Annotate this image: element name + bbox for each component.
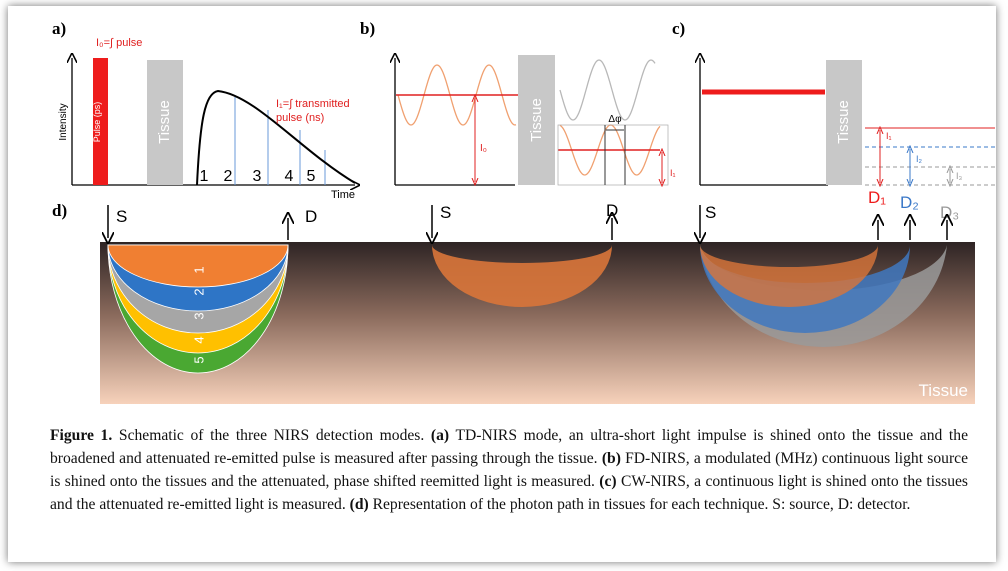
panel-label: b) [360, 19, 375, 38]
tissue-label: Tissue [528, 98, 545, 142]
panel-d: d) Tissue 1 2 3 4 5 S D S D S [52, 201, 975, 404]
axis-label: Time [331, 189, 355, 201]
wave [560, 60, 655, 120]
detector-label: D₃ [940, 203, 959, 222]
bar-label: Pulse (ps) [92, 102, 102, 143]
detector-label: D [606, 201, 618, 220]
caption-run: Representation of the photon path in tis… [369, 496, 911, 513]
annotation: I₁=∫ transmitted [276, 98, 350, 110]
window-label: 3 [253, 168, 262, 185]
panel-c: c) Tissue I₁ I₂ I₃ D₁ D₂ D₃ [672, 19, 995, 222]
source-label: S [116, 207, 127, 226]
caption-run: (a) [431, 427, 449, 444]
figure: a) Intensity Time I₀=∫ pulse Pulse (ps) … [0, 0, 1008, 420]
annotation: I₂ [916, 154, 923, 164]
layer-label: 5 [191, 356, 206, 363]
axis-label: Intensity [58, 103, 69, 140]
panel-b: b) I₀ Tissue Δφ I₁ [360, 19, 676, 185]
window-label: 2 [224, 168, 233, 185]
window-label: 1 [200, 168, 209, 185]
tissue-label: Tissue [156, 100, 173, 144]
detector-label: D [305, 207, 317, 226]
annotation: Δφ [608, 114, 622, 125]
tissue-label: Tissue [835, 100, 852, 144]
window-label: 4 [285, 168, 294, 185]
annotation: I₃ [956, 171, 963, 181]
panel-label: c) [672, 19, 685, 38]
source-label: S [440, 203, 451, 222]
caption-run: (b) [602, 450, 621, 467]
caption: Figure 1. Schematic of the three NIRS de… [50, 424, 968, 516]
annotation: I₀ [480, 143, 487, 154]
panel-label: d) [52, 201, 67, 220]
annotation: I₀=∫ pulse [96, 37, 142, 49]
annotation: I₁ [670, 168, 676, 178]
layer-label: 1 [191, 266, 206, 273]
tissue-label: Tissue [919, 381, 968, 400]
source-label: S [705, 203, 716, 222]
frame [558, 125, 668, 185]
layer-label: 2 [191, 288, 206, 295]
layer-label: 4 [191, 336, 206, 343]
annotation: I₁ [886, 131, 892, 141]
caption-run: Figure 1. [50, 427, 112, 444]
detector-label: D₂ [900, 193, 919, 212]
caption-run: (c) [599, 473, 616, 490]
caption-run: Schematic of the three NIRS detection mo… [112, 427, 431, 444]
panel-a: a) Intensity Time I₀=∫ pulse Pulse (ps) … [52, 19, 355, 201]
panel-label: a) [52, 19, 66, 38]
window-label: 5 [307, 168, 316, 185]
layer-label: 3 [191, 312, 206, 319]
page: a) Intensity Time I₀=∫ pulse Pulse (ps) … [0, 0, 1008, 571]
arrows [108, 205, 947, 240]
caption-run: (d) [350, 496, 369, 513]
detector-label: D₁ [868, 188, 886, 207]
annotation: pulse (ns) [276, 112, 324, 124]
